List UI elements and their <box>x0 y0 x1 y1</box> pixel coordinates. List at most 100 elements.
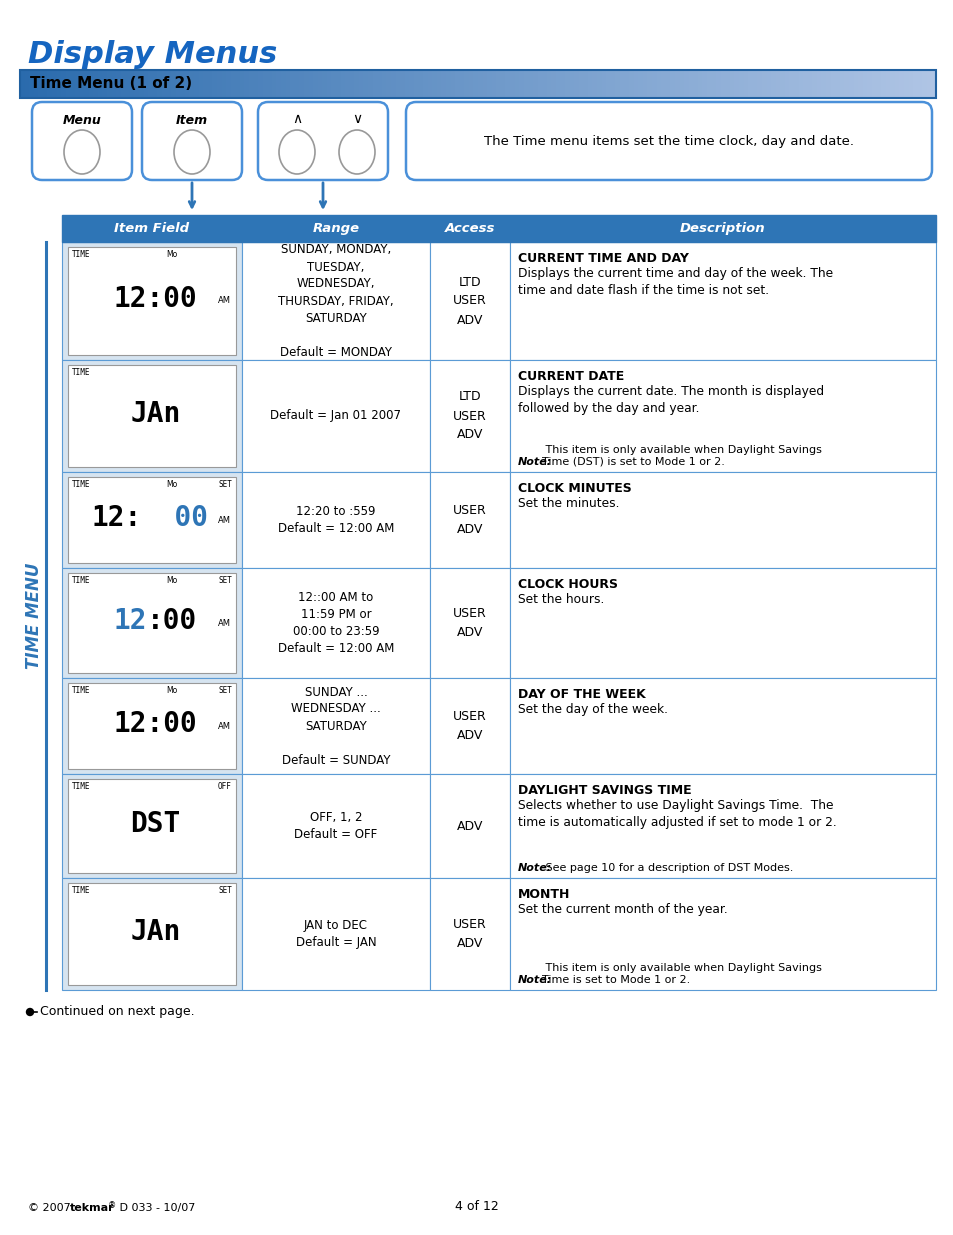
Bar <box>496 70 501 98</box>
Bar <box>148 70 153 98</box>
Bar <box>491 70 497 98</box>
Bar <box>68 366 235 467</box>
Bar <box>468 70 474 98</box>
Bar <box>711 70 717 98</box>
Bar <box>239 70 245 98</box>
Bar <box>523 70 529 98</box>
Text: © 2007: © 2007 <box>28 1203 74 1213</box>
Bar <box>157 70 163 98</box>
Bar <box>592 70 598 98</box>
Bar <box>455 70 460 98</box>
Bar <box>68 779 235 873</box>
Bar <box>358 70 364 98</box>
Text: AM: AM <box>218 516 231 525</box>
Bar <box>848 70 854 98</box>
Bar <box>203 70 209 98</box>
Bar <box>459 70 465 98</box>
Text: Range: Range <box>313 222 359 235</box>
Bar <box>350 70 355 98</box>
Bar <box>477 70 483 98</box>
Bar <box>500 70 506 98</box>
Bar <box>75 70 80 98</box>
Text: Time Menu (1 of 2): Time Menu (1 of 2) <box>30 77 192 91</box>
Bar <box>62 215 935 242</box>
Bar <box>825 70 831 98</box>
Bar <box>780 70 785 98</box>
Bar <box>242 678 430 774</box>
Bar <box>304 70 309 98</box>
Bar <box>79 70 85 98</box>
Bar <box>180 70 186 98</box>
Text: TIME: TIME <box>71 480 91 489</box>
Text: 12: 12 <box>113 606 147 635</box>
Bar <box>116 70 122 98</box>
Bar <box>720 70 725 98</box>
Bar <box>430 678 510 774</box>
Bar <box>775 70 781 98</box>
Bar <box>907 70 913 98</box>
Text: Continued on next page.: Continued on next page. <box>40 1005 194 1019</box>
Text: This item is only available when Daylight Savings
Time is set to Mode 1 or 2.: This item is only available when Dayligh… <box>541 963 821 986</box>
Text: Set the current month of the year.: Set the current month of the year. <box>517 903 727 916</box>
Bar <box>510 678 935 774</box>
Text: This item is only available when Daylight Savings
Time (DST) is set to Mode 1 or: This item is only available when Dayligh… <box>541 446 821 467</box>
Bar <box>894 70 900 98</box>
Bar <box>249 70 254 98</box>
Text: AM: AM <box>218 619 231 627</box>
Text: Description: Description <box>679 222 765 235</box>
Bar <box>615 70 620 98</box>
Bar <box>422 70 428 98</box>
Bar <box>193 70 199 98</box>
Bar <box>258 70 263 98</box>
Bar <box>294 70 300 98</box>
Bar <box>262 70 268 98</box>
Text: Selects whether to use Daylight Savings Time.  The
time is automatically adjuste: Selects whether to use Daylight Savings … <box>517 799 836 829</box>
Bar <box>697 70 702 98</box>
FancyBboxPatch shape <box>406 103 931 180</box>
Bar <box>839 70 844 98</box>
Bar <box>354 70 359 98</box>
Bar <box>528 70 534 98</box>
Bar <box>510 472 935 568</box>
Bar <box>757 70 762 98</box>
Text: TIME: TIME <box>71 885 91 895</box>
Text: SET: SET <box>218 576 232 585</box>
Bar <box>368 70 374 98</box>
Text: CLOCK MINUTES: CLOCK MINUTES <box>517 482 631 495</box>
Text: DAYLIGHT SAVINGS TIME: DAYLIGHT SAVINGS TIME <box>517 784 691 797</box>
Bar <box>327 70 332 98</box>
Bar <box>510 568 935 678</box>
Bar <box>674 70 679 98</box>
Text: LTD
USER
ADV: LTD USER ADV <box>453 275 486 326</box>
Bar <box>386 70 392 98</box>
Text: Note:: Note: <box>517 863 552 873</box>
Text: D 033 - 10/07: D 033 - 10/07 <box>116 1203 195 1213</box>
Bar <box>816 70 821 98</box>
Bar <box>414 70 419 98</box>
Bar <box>345 70 351 98</box>
Text: Access: Access <box>444 222 495 235</box>
Bar <box>430 568 510 678</box>
Text: Default = Jan 01 2007: Default = Jan 01 2007 <box>271 410 401 422</box>
Text: DST: DST <box>131 810 180 839</box>
Bar <box>514 70 519 98</box>
Text: 12:: 12: <box>91 504 141 532</box>
Bar <box>812 70 817 98</box>
Bar <box>340 70 346 98</box>
Bar <box>317 70 323 98</box>
Bar <box>510 359 935 472</box>
Bar <box>30 70 34 98</box>
Text: tekmar: tekmar <box>70 1203 114 1213</box>
Bar <box>569 70 575 98</box>
Bar <box>638 70 643 98</box>
Bar <box>441 70 446 98</box>
Bar <box>33 70 39 98</box>
Bar <box>290 70 295 98</box>
Bar <box>619 70 625 98</box>
Bar <box>683 70 689 98</box>
Text: CURRENT DATE: CURRENT DATE <box>517 370 623 383</box>
Bar <box>884 70 890 98</box>
Bar <box>399 70 405 98</box>
Bar <box>510 878 935 990</box>
Text: SUNDAY, MONDAY,
TUESDAY,
WEDNESDAY,
THURSDAY, FRIDAY,
SATURDAY

Default = MONDAY: SUNDAY, MONDAY, TUESDAY, WEDNESDAY, THUR… <box>278 243 394 358</box>
